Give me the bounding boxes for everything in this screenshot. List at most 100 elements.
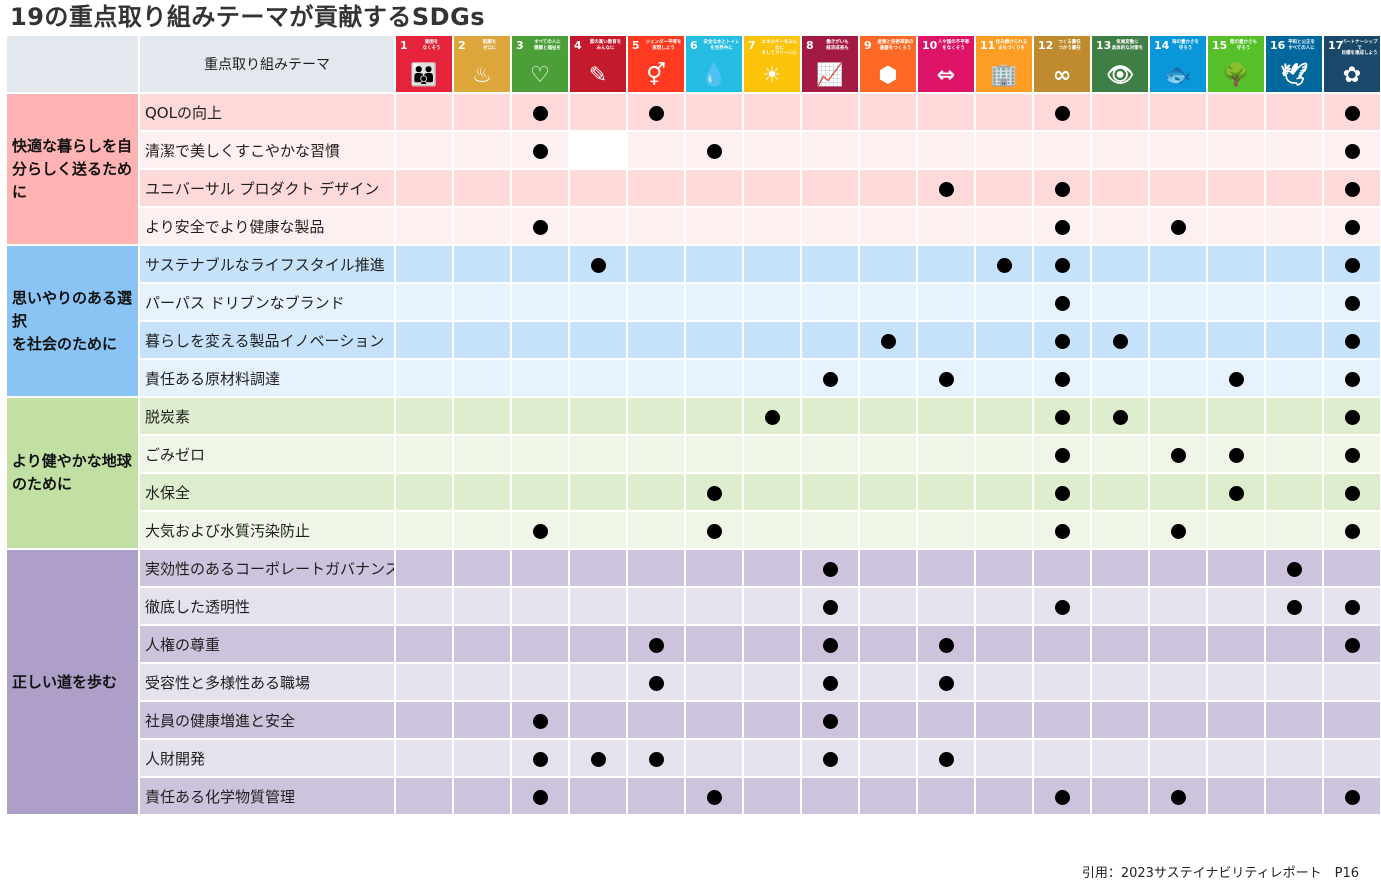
sdg-3-cell	[510, 282, 570, 322]
sdg-11-cell	[974, 548, 1034, 588]
gender-icon: ⚥	[646, 63, 666, 88]
sdg-6-cell	[684, 434, 744, 474]
sdg-2-cell	[452, 662, 512, 702]
sdg-4-cell	[568, 320, 628, 360]
sdg-5-tile: 5 ジェンダー平等を 実現しよう ⚥	[626, 34, 686, 94]
sdg-1-cell	[394, 244, 454, 284]
sdg-number: 3	[516, 39, 524, 52]
sdg-9-cell	[858, 434, 918, 474]
contribution-dot	[1344, 637, 1360, 653]
sdg-10-cell	[916, 130, 976, 170]
sdg-2-cell	[452, 510, 512, 550]
sdg-4-cell	[568, 130, 628, 170]
sdg-11-cell	[974, 244, 1034, 284]
sdg-10-cell	[916, 282, 976, 322]
sdg-16-cell	[1264, 434, 1324, 474]
sdg-3-cell	[510, 510, 570, 550]
contribution-dot	[706, 485, 722, 501]
sdg-15-cell	[1206, 282, 1266, 322]
contribution-dot	[1054, 599, 1070, 615]
contribution-dot	[1112, 333, 1128, 349]
theme-label: 人財開発	[138, 738, 396, 778]
sdg-15-cell	[1206, 320, 1266, 360]
infinity-icon: ∞	[1052, 63, 1072, 88]
sdgs-matrix-table: 重点取り組みテーマ 1 貧困を なくそう 👪 2 飢餓を ゼロに ♨ 3 すべての人に 健康と…	[5, 34, 1381, 816]
sdg-12-cell	[1032, 206, 1092, 246]
sdg-12-cell	[1032, 358, 1092, 398]
sdg-15-cell	[1206, 662, 1266, 702]
contribution-dot	[1170, 447, 1186, 463]
sdg-6-cell	[684, 548, 744, 588]
sdg-3-cell	[510, 244, 570, 284]
sdg-8-cell	[800, 282, 860, 322]
eye-icon: 👁	[1106, 63, 1134, 88]
sdg-2-tile: 2 飢餓を ゼロに ♨	[452, 34, 512, 94]
sdg-11-cell	[974, 206, 1034, 246]
contribution-dot	[1344, 219, 1360, 235]
sdg-9-cell	[858, 776, 918, 816]
sdg-4-cell	[568, 624, 628, 664]
contribution-dot	[532, 143, 548, 159]
sdg-14-cell	[1148, 434, 1208, 474]
sdg-14-cell	[1148, 282, 1208, 322]
contribution-dot	[1054, 105, 1070, 121]
sdg-9-cell	[858, 92, 918, 132]
sdg-9-cell	[858, 548, 918, 588]
contribution-dot	[1054, 257, 1070, 273]
sdg-title: 安全な水とトイレ を世界中に	[703, 40, 740, 51]
table-row: より健やかな地球 のために 脱炭素	[5, 396, 1381, 550]
sdg-6-cell	[684, 624, 744, 664]
sdg-2-cell	[452, 624, 512, 664]
contribution-dot	[1054, 447, 1070, 463]
contribution-dot	[938, 637, 954, 653]
sdg-10-cell	[916, 624, 976, 664]
sdg-title: 質の高い教育を みんなに	[589, 40, 622, 51]
sdg-number: 8	[806, 39, 814, 52]
sdg-17-cell	[1322, 320, 1381, 360]
sdg-3-cell	[510, 320, 570, 360]
sdg-9-cell	[858, 624, 918, 664]
sdg-13-cell	[1090, 662, 1150, 702]
contribution-dot	[938, 181, 954, 197]
theme-label: サステナブルなライフスタイル推進	[138, 244, 396, 284]
sdg-9-cell	[858, 244, 918, 284]
sdg-7-cell	[742, 92, 802, 132]
sdg-17-cell	[1322, 206, 1381, 246]
contribution-dot	[1344, 257, 1360, 273]
sdg-1-cell	[394, 358, 454, 398]
contribution-dot	[648, 105, 664, 121]
sdg-17-cell	[1322, 358, 1381, 398]
sdg-8-cell	[800, 548, 860, 588]
sdg-1-cell	[394, 624, 454, 664]
contribution-dot	[590, 751, 606, 767]
sdg-3-cell	[510, 168, 570, 208]
category-label: 正しい道を歩む	[5, 548, 140, 816]
sdg-6-tile: 6 安全な水とトイレ を世界中に 💧	[684, 34, 744, 94]
table-row: パーパス ドリブンなブランド	[6, 282, 1381, 322]
sdg-15-cell	[1206, 206, 1266, 246]
sdg-number: 12	[1038, 39, 1054, 52]
sdg-2-cell	[452, 130, 512, 170]
sdg-7-cell	[742, 586, 802, 626]
sdg-4-cell	[568, 700, 628, 740]
sdg-12-cell	[1032, 244, 1092, 284]
city-icon: 🏢	[990, 63, 1018, 88]
sdg-1-cell	[394, 320, 454, 360]
sdg-17-cell	[1322, 434, 1381, 474]
heartbeat-icon: ♡	[530, 63, 550, 88]
contribution-dot	[822, 599, 838, 615]
contribution-dot	[1170, 789, 1186, 805]
sdg-17-cell	[1322, 282, 1381, 322]
sdg-12-cell	[1032, 700, 1092, 740]
sdg-16-cell	[1264, 358, 1324, 398]
category-label: 思いやりのある選択 を社会のために	[5, 244, 140, 398]
contribution-dot	[1344, 789, 1360, 805]
sdg-14-cell	[1148, 320, 1208, 360]
sdg-8-tile: 8 働きがいも 経済成長も 📈	[800, 34, 860, 94]
sdg-10-cell	[916, 320, 976, 360]
sdg-4-cell	[568, 586, 628, 626]
sdg-17-cell	[1322, 168, 1381, 208]
sdg-title: 人や国の不平等 をなくそう	[937, 40, 970, 51]
sdg-number: 10	[922, 39, 938, 52]
sdg-15-cell	[1206, 548, 1266, 588]
